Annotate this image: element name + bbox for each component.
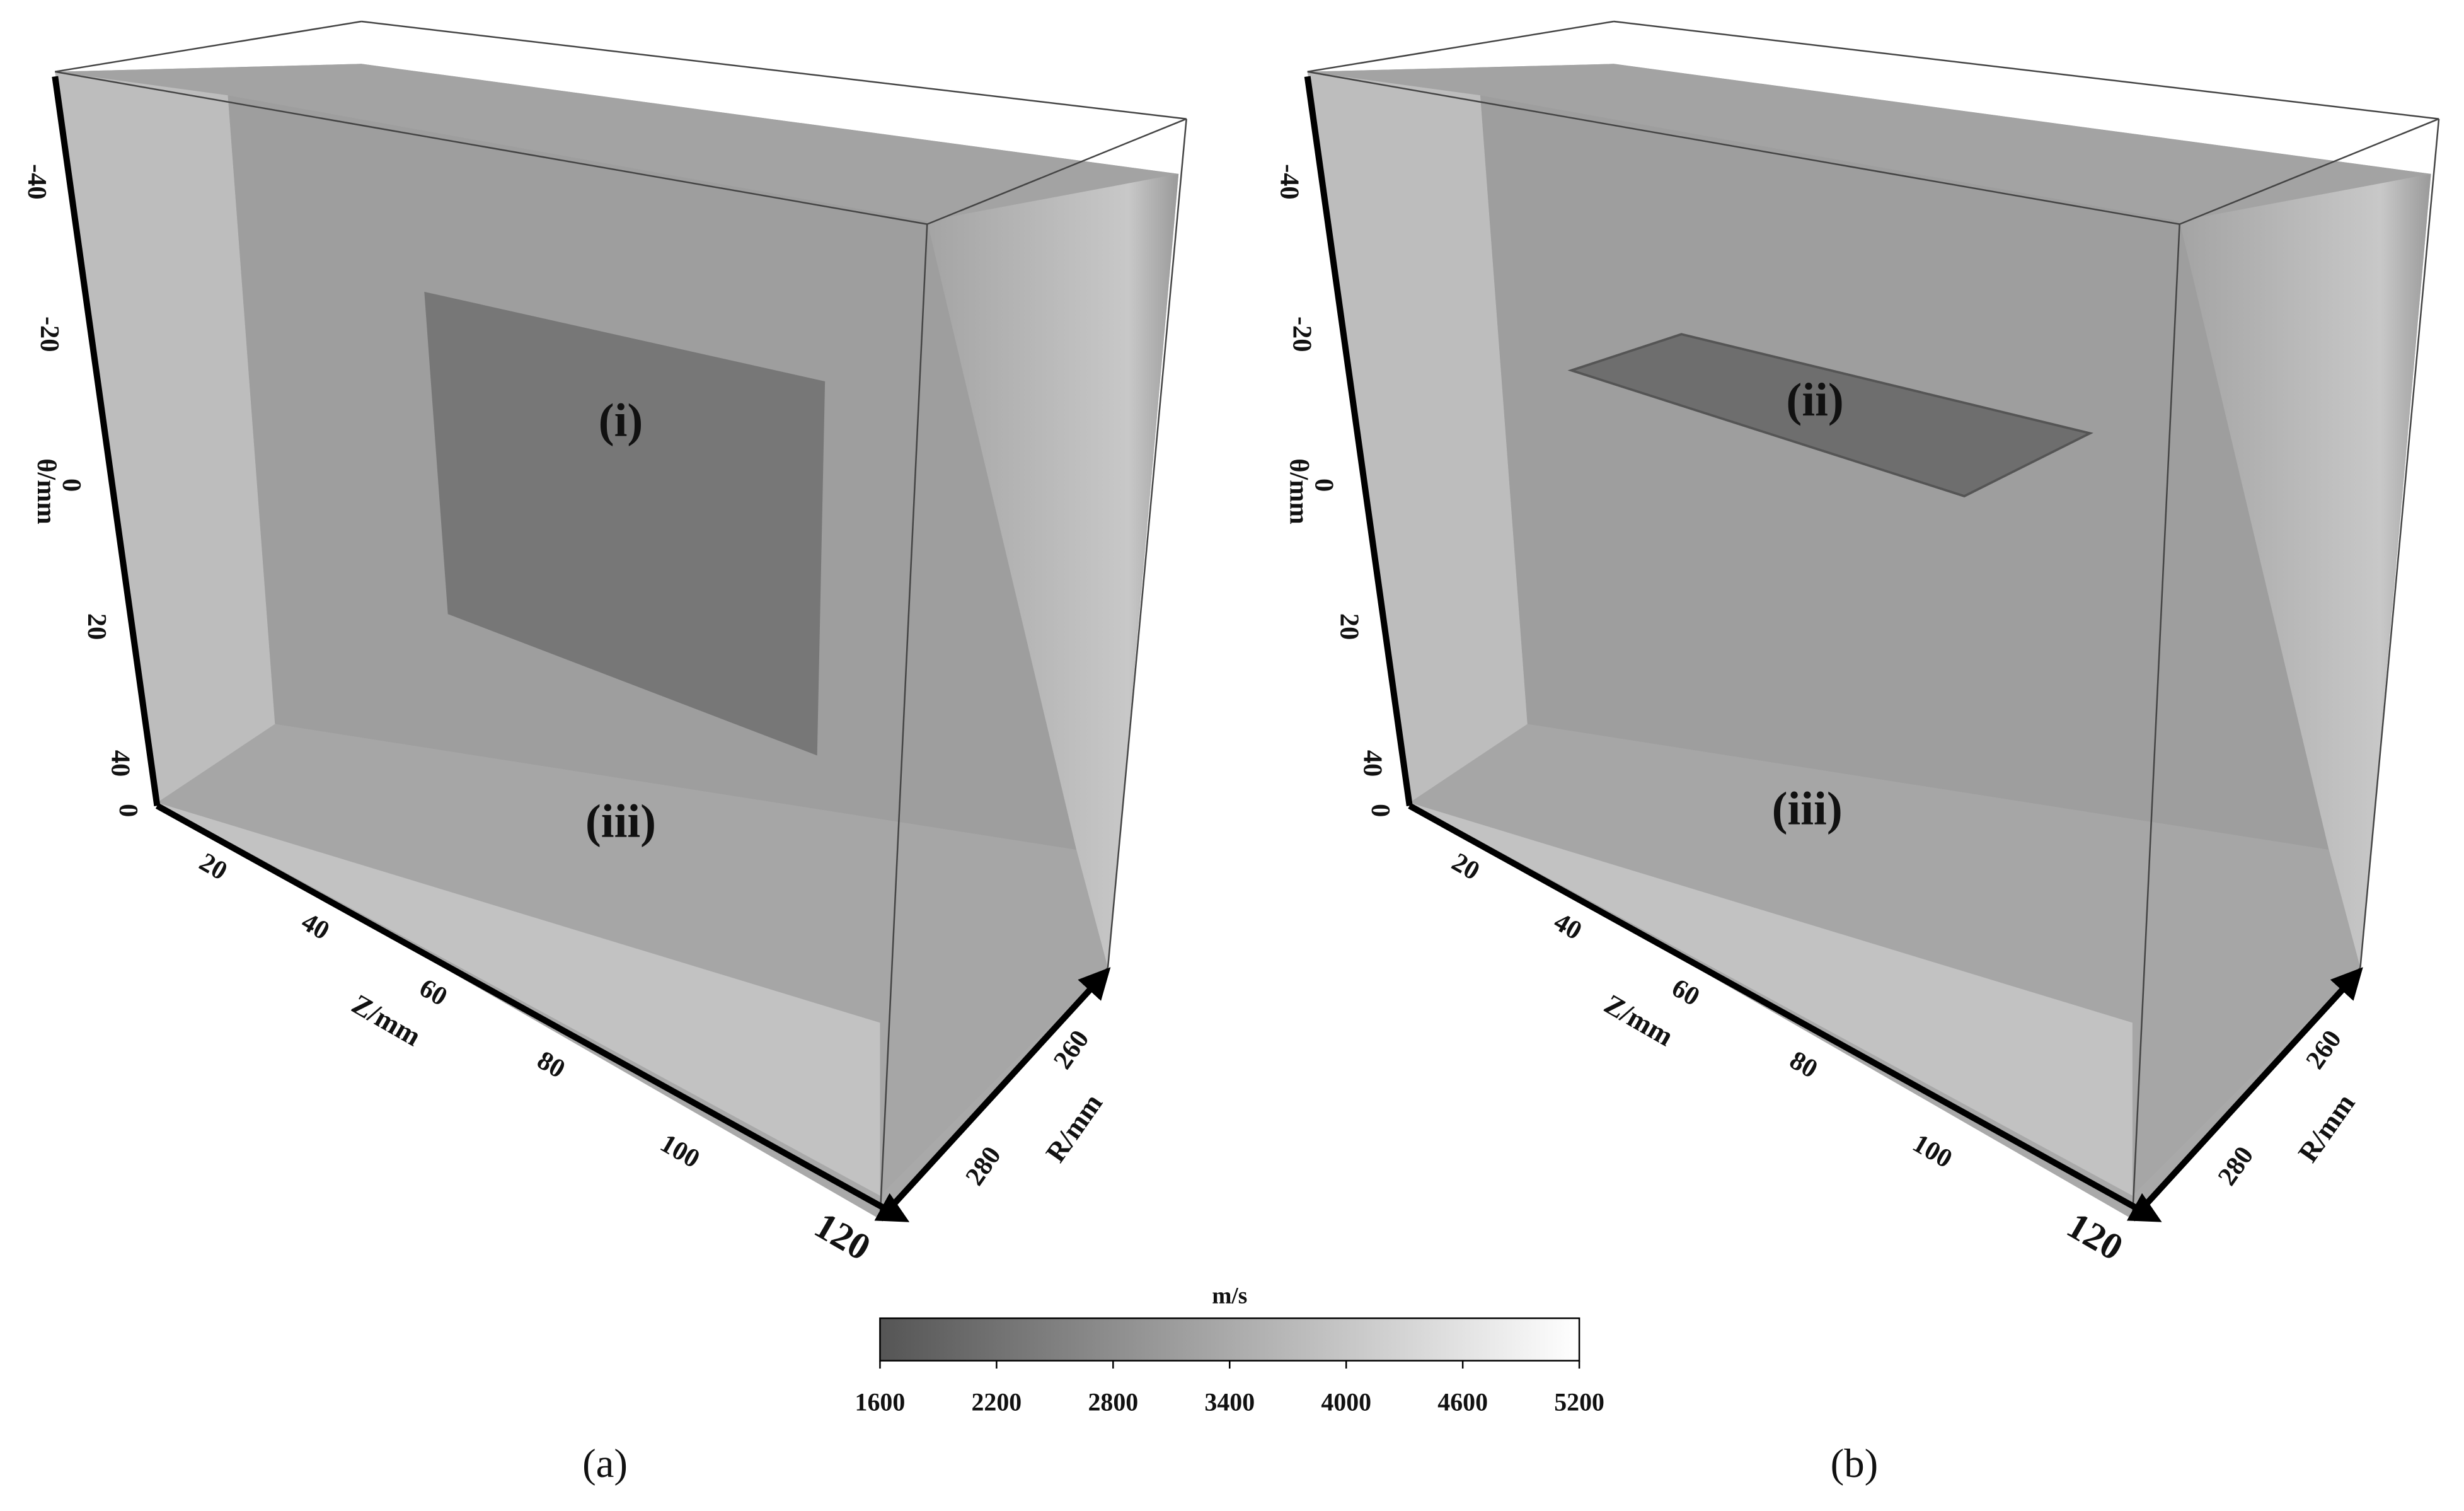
z-tick-label: 80: [533, 1045, 570, 1084]
colorbar-tick-label: 2800: [1088, 1388, 1138, 1416]
z-tick-label: 80: [1785, 1045, 1822, 1084]
z-tick-label: 60: [1667, 973, 1705, 1012]
theta-tick-label: 0: [57, 478, 86, 492]
theta-axis: [1304, 76, 1413, 806]
region-label: (iii): [585, 796, 656, 848]
box-edge: [55, 20, 362, 73]
theta-tick-label: 20: [82, 613, 112, 640]
theta-tick-label: -20: [1287, 316, 1316, 352]
colorbar-tick-label: 3400: [1204, 1388, 1255, 1416]
z-tick-label: 120: [808, 1204, 878, 1268]
theta-tick-label: 40: [1358, 750, 1388, 777]
box-edge: [2359, 119, 2440, 968]
anomaly: [1567, 333, 2093, 498]
colorbar-tick-label: 4000: [1321, 1388, 1371, 1416]
panel-caption: (b): [1831, 1441, 1879, 1486]
r-tick-label: 280: [960, 1141, 1007, 1191]
z-tick-label: 40: [1549, 907, 1587, 946]
z-tick-label: 0: [1366, 804, 1395, 817]
box-edge: [1613, 20, 2439, 120]
z-axis: [1408, 802, 2162, 1222]
box-edge: [2179, 118, 2439, 225]
z-tick-label: 100: [1908, 1128, 1957, 1174]
left-face: [55, 71, 275, 803]
box-edge: [1307, 20, 1615, 73]
theta-tick-label: 40: [105, 750, 135, 777]
region-label: (iii): [1772, 783, 1843, 835]
colorbar-tick-label: 5200: [1554, 1388, 1604, 1416]
r-axis-title: R/mm: [2292, 1088, 2361, 1168]
box-edge: [926, 118, 1187, 225]
region-label: (ii): [1786, 374, 1843, 427]
anomaly: [424, 291, 826, 756]
top-face: [55, 64, 1179, 221]
theta-axis: [52, 76, 161, 806]
r-axis: [877, 967, 1111, 1222]
z-tick-label: 20: [1447, 847, 1485, 886]
colorbar-tick-label: 2200: [971, 1388, 1022, 1416]
colorbar-unit: m/s: [1212, 1283, 1247, 1309]
theta-tick-label: -40: [22, 164, 52, 200]
box-edge: [1307, 71, 2180, 225]
left-face: [1307, 71, 1528, 803]
right-strip: [2179, 173, 2431, 968]
top-face: [1307, 64, 2431, 221]
z-tick-label: 20: [194, 847, 232, 886]
region-label: (i): [599, 395, 643, 447]
box-edge: [55, 71, 928, 225]
r-axis: [2130, 967, 2363, 1222]
right-strip: [927, 173, 1179, 968]
colorbar-tick-label: 1600: [855, 1388, 906, 1416]
z-tick-label: 0: [113, 804, 143, 817]
z-axis: [155, 802, 910, 1222]
box-edge: [2131, 224, 2180, 1220]
theta-tick-label: -40: [1275, 164, 1304, 200]
box-edge: [1107, 119, 1187, 968]
box-edge: [879, 224, 928, 1220]
theta-tick-label: 20: [1334, 613, 1364, 640]
theta-axis-title: θ/mm: [1284, 458, 1314, 524]
z-tick-label: 120: [2060, 1204, 2130, 1268]
theta-axis-title: θ/mm: [32, 458, 61, 524]
theta-tick-label: -20: [35, 316, 64, 352]
box-edge: [361, 20, 1187, 120]
colorbar-tick-label: 4600: [1437, 1388, 1488, 1416]
z-tick-label: 60: [415, 973, 452, 1012]
z-tick-label: 100: [655, 1128, 705, 1174]
r-axis-title: R/mm: [1039, 1088, 1108, 1168]
colorbar: [879, 1317, 1580, 1362]
theta-tick-label: 0: [1309, 478, 1339, 492]
z-tick-label: 40: [297, 907, 335, 946]
panel-caption: (a): [582, 1441, 628, 1486]
r-tick-label: 280: [2212, 1141, 2259, 1191]
